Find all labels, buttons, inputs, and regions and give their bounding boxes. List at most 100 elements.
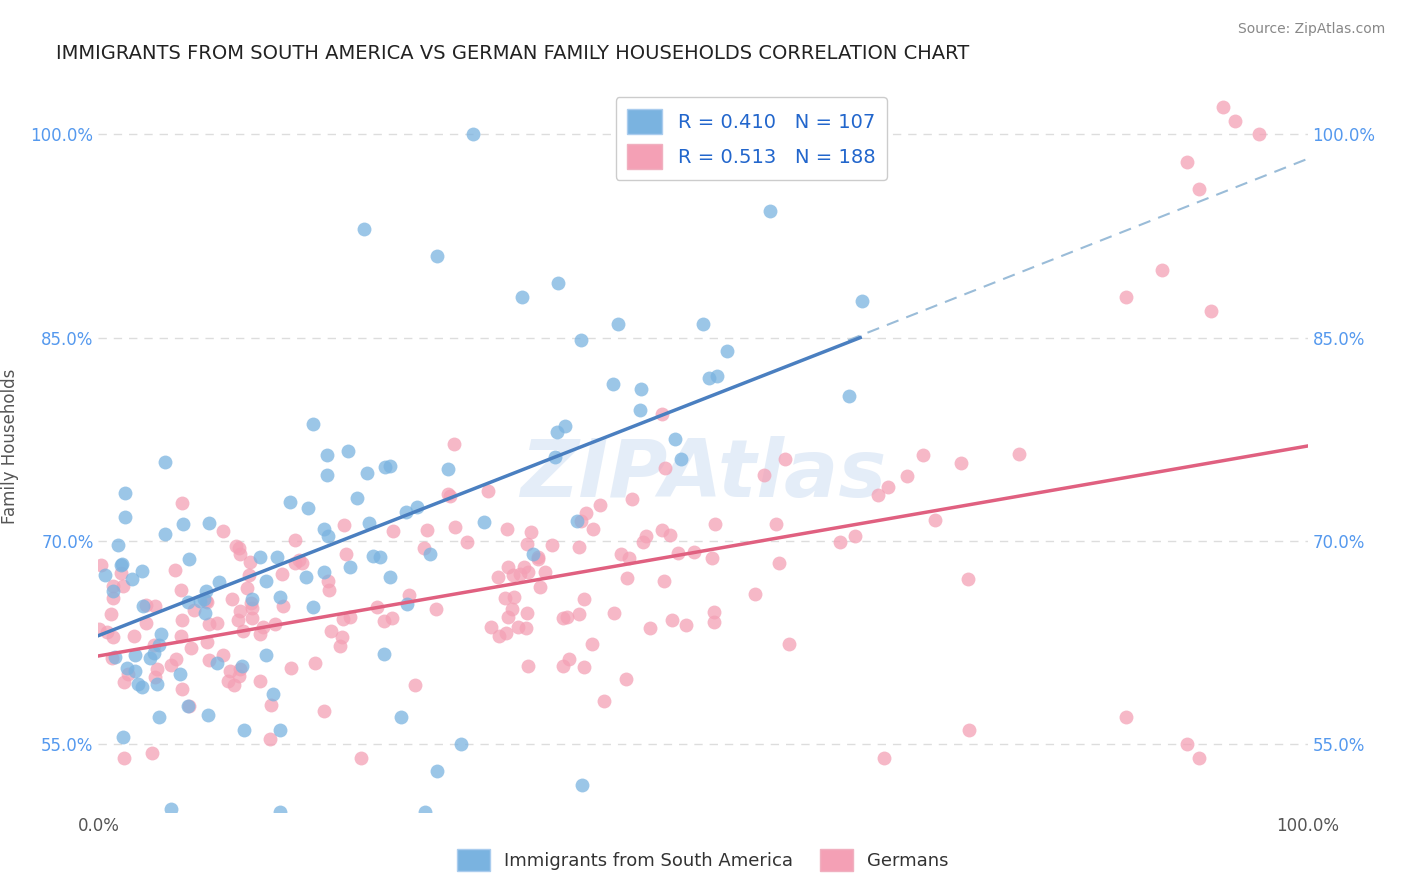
Point (221, 592, 243, 607)
Point (395, 597, 418, 611)
Point (124, 665, 146, 679)
Point (112, 579, 135, 593)
Point (131, 564, 153, 578)
Point (112, 675, 135, 690)
Point (658, 528, 681, 542)
Point (654, 460, 676, 475)
Point (122, 629, 145, 643)
Point (238, 568, 260, 582)
Point (426, 764, 449, 778)
Point (107, 538, 129, 552)
Point (135, 599, 157, 613)
Point (115, 661, 138, 675)
Point (148, 638, 170, 652)
Point (302, 417, 325, 431)
Point (565, 514, 588, 528)
Point (366, 600, 388, 615)
Point (692, 317, 714, 331)
Point (112, 750, 135, 764)
Point (231, 658, 253, 673)
Point (838, 389, 860, 403)
Point (582, 523, 605, 537)
Point (135, 616, 157, 631)
Point (544, 450, 567, 465)
Point (280, 661, 302, 675)
Point (101, 579, 124, 593)
Point (176, 595, 198, 609)
Point (634, 529, 657, 543)
Point (153, 527, 176, 541)
Point (426, 249, 449, 263)
Point (249, 673, 271, 688)
Point (406, 500, 429, 515)
Point (226, 613, 249, 627)
Point (232, 624, 254, 639)
Point (357, 516, 380, 531)
Point (873, 750, 896, 764)
Point (170, 629, 193, 643)
Point (143, 639, 166, 653)
Point (1175, 154, 1198, 169)
Point (316, 529, 339, 543)
Point (522, 547, 544, 561)
Point (413, 541, 436, 555)
Point (212, 648, 235, 662)
Point (316, 574, 339, 588)
Point (339, 609, 361, 624)
Point (503, 591, 526, 605)
Point (159, 802, 181, 816)
Point (652, 574, 675, 588)
Point (456, 535, 478, 549)
Point (228, 541, 250, 556)
Point (443, 436, 465, 450)
Point (172, 496, 194, 510)
Point (218, 664, 240, 678)
Point (666, 546, 689, 560)
Point (765, 517, 787, 532)
Point (291, 556, 314, 570)
Point (602, 376, 624, 391)
Point (439, 489, 461, 503)
Point (169, 666, 191, 681)
Point (117, 666, 139, 681)
Point (551, 610, 574, 624)
Point (319, 624, 342, 638)
Point (555, 610, 578, 624)
Point (630, 403, 652, 417)
Point (773, 452, 796, 467)
Point (197, 617, 219, 632)
Point (163, 563, 186, 577)
Point (228, 669, 250, 683)
Point (541, 538, 564, 552)
Point (194, 606, 217, 620)
Point (568, 607, 591, 622)
Point (141, 747, 163, 761)
Point (661, 613, 683, 627)
Text: ZIPAtlas: ZIPAtlas (520, 436, 886, 515)
Point (1223, 114, 1246, 128)
Point (378, 458, 401, 473)
Point (716, 344, 738, 359)
Point (495, 626, 517, 640)
Point (609, 547, 631, 561)
Point (229, 548, 252, 562)
Point (494, 591, 516, 605)
Point (346, 491, 368, 505)
Point (160, 657, 183, 672)
Point (361, 549, 384, 563)
Point (675, 617, 697, 632)
Point (195, 595, 218, 609)
Point (259, 732, 281, 747)
Point (516, 607, 538, 621)
Point (527, 552, 550, 566)
Point (682, 545, 704, 559)
Point (188, 594, 211, 608)
Point (232, 723, 254, 738)
Point (329, 639, 352, 653)
Point (96, 625, 118, 640)
Text: IMMIGRANTS FROM SOUTH AMERICA VS GERMAN FAMILY HOUSEHOLDS CORRELATION CHART: IMMIGRANTS FROM SOUTH AMERICA VS GERMAN … (56, 45, 969, 63)
Point (368, 549, 391, 564)
Point (87, 623, 110, 637)
Point (638, 621, 661, 635)
Point (703, 516, 725, 531)
